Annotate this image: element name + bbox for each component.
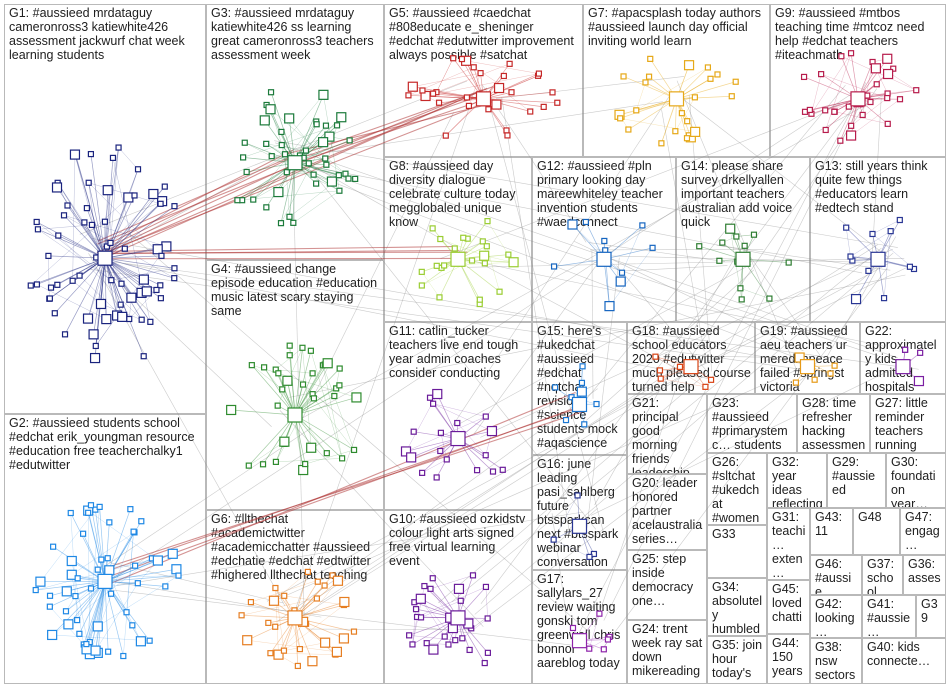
group-panel-g18: G18: #aussieed school educators 2020 #ed… [627,322,755,394]
group-panel-g36: G36: asses… ongoi… [903,555,946,595]
group-label: G31: teachi… exten… respect teach… [772,510,806,580]
group-panel-g40: G40: kids connecte… [862,638,946,684]
group-label: G37: school readin… [867,557,895,595]
group-label: G14: please share survey drkellyallen im… [681,159,793,229]
group-label: G21: principal good morning friends lead… [632,396,690,474]
group-panel-g45: G45: loved chatti… [767,580,810,634]
group-panel-g13: G13: still years think quite few things … [810,157,946,322]
group-label: G2: #aussieed students school #edchat er… [9,416,195,472]
group-panel-g1: G1: #aussieed mrdataguy cameronross3 kat… [4,4,206,414]
group-panel-g33: G33 [707,525,767,578]
group-panel-g9: G9: #aussieed #mtbos teaching time #mtco… [770,4,946,157]
group-panel-g16: G16: june leading pasi_sahlberg future b… [532,455,627,570]
group-label: G45: loved chatti… [772,582,802,634]
group-panel-g42: G42: looking… [810,595,862,638]
group-panel-g8: G8: #aussieed day diversity dialogue cel… [384,157,532,322]
group-label: G5: #aussieed #caedchat #808educate e_sh… [389,6,574,62]
group-panel-g44: G44: 150 years… [767,634,810,684]
group-panel-g20: G20: leader honored partner acelaustrali… [627,474,707,550]
group-panel-g22: G22: approximately kids admitted hospita… [860,322,946,394]
group-panel-g43: G43: 11 [810,508,853,555]
group-label: G47: engag… [905,510,940,552]
group-label: G38: nsw sectors… [815,640,856,683]
group-label: G11: catlin_tucker teachers live end tou… [389,324,519,380]
group-label: G8: #aussieed day diversity dialogue cel… [389,159,516,229]
group-panel-g12: G12: #aussieed #pln primary looking day … [532,157,676,322]
group-label: G22: approximately kids admitted hospita… [865,324,937,394]
group-label: G13: still years think quite few things … [815,159,928,215]
group-label: G33 [712,527,736,541]
group-label: G44: 150 years… [772,636,803,683]
group-panel-g32: G32: year ideas reflecting… [767,453,827,508]
group-label: G23: #aussieed #primarystemc… students o… [712,396,788,452]
group-label: G25: step inside democracy one… [632,552,694,608]
group-panel-g31: G31: teachi… exten… respect teach… [767,508,810,580]
group-label: G39 [921,597,938,625]
group-label: G10: #aussieed ozkidstv colour light art… [389,512,526,568]
group-label: G46: #aussie… [815,557,852,595]
group-panel-g10: G10: #aussieed ozkidstv colour light art… [384,510,532,684]
group-panel-g5: G5: #aussieed #caedchat #808educate e_sh… [384,4,583,157]
group-label: G27: little reminder teachers running pd… [875,396,928,452]
group-panel-g17: G17: sallylars_27 review waiting gonski … [532,570,627,684]
group-label: G15: here's #ukedchat #aussieed #edchat … [537,324,618,450]
group-panel-g14: G14: please share survey drkellyallen im… [676,157,810,322]
group-label: G9: #aussieed #mtbos teaching time #mtco… [775,6,925,62]
group-panel-g7: G7: #apacsplash today authors #aussieed … [583,4,770,157]
group-label: G24: trent week ray sat down mikereading… [632,622,703,683]
group-panel-g39: G39 [916,595,946,638]
group-panel-g27: G27: little reminder teachers running pd… [870,394,946,453]
group-label: G30: foundation year… [891,455,936,508]
group-panel-g37: G37: school readin… [862,555,903,595]
group-label: G7: #apacsplash today authors #aussieed … [588,6,762,48]
group-panel-g15: G15: here's #ukedchat #aussieed #edchat … [532,322,627,455]
group-label: G40: kids connecte… [867,640,931,668]
group-label: G48 [858,510,882,524]
group-label: G43: 11 [815,510,843,538]
group-panel-g3: G3: #aussieed mrdataguy katiewhite426 ss… [206,4,384,260]
group-label: G12: #aussieed #pln primary looking day … [537,159,663,229]
group-label: G18: #aussieed school educators 2020 #ed… [632,324,751,394]
group-panel-g4: G4: #aussieed change episode education #… [206,260,384,510]
group-label: G35: join hour today's… [712,638,763,683]
group-label: G28: time refresher hacking assessment… [802,396,866,452]
group-panel-g21: G21: principal good morning friends lead… [627,394,707,474]
group-label: G1: #aussieed mrdataguy cameronross3 kat… [9,6,185,62]
group-label: G6: #llthechat #academictwitter #academi… [211,512,371,582]
group-label: G4: #aussieed change episode education #… [211,262,378,318]
group-panel-g26: G26: #sltchat #ukedchat #womened #aussie… [707,453,767,525]
group-panel-g30: G30: foundation year… [886,453,946,508]
group-panel-g48: G48 [853,508,900,555]
group-label: G29: #aussieed [832,455,876,497]
group-panel-g41: G41: #aussie… [862,595,916,638]
group-label: G20: leader honored partner acelaustrali… [632,476,703,546]
group-panel-g11: G11: catlin_tucker teachers live end tou… [384,322,532,510]
group-label: G34: absolutely humbled… [712,580,763,636]
group-label: G26: #sltchat #ukedchat #womened #aussie… [712,455,760,525]
group-panel-g47: G47: engag… [900,508,946,555]
group-label: G3: #aussieed mrdataguy katiewhite426 ss… [211,6,374,62]
group-panel-g2: G2: #aussieed students school #edchat er… [4,414,206,684]
group-panel-g29: G29: #aussieed [827,453,886,508]
group-panel-g24: G24: trent week ray sat down mikereading… [627,620,707,684]
group-label: G41: #aussie… [867,597,911,638]
group-panel-g19: G19: #aussieed aeu teachers ur meredithp… [755,322,860,394]
group-panel-g6: G6: #llthechat #academictwitter #academi… [206,510,384,684]
group-label: G17: sallylars_27 review waiting gonski … [537,572,621,670]
group-label: G36: asses… ongoi… [908,557,941,595]
group-panel-g35: G35: join hour today's… [707,636,767,684]
group-panel-g23: G23: #aussieed #primarystemc… students o… [707,394,797,453]
group-panel-g25: G25: step inside democracy one… [627,550,707,620]
group-label: G42: looking… [815,597,855,638]
group-label: G19: #aussieed aeu teachers ur meredithp… [760,324,848,394]
group-panel-g28: G28: time refresher hacking assessment… [797,394,870,453]
group-panel-g38: G38: nsw sectors… [810,638,862,684]
group-label: G32: year ideas reflecting… [772,455,823,508]
group-panel-g34: G34: absolutely humbled… [707,578,767,636]
group-panel-g46: G46: #aussie… [810,555,862,595]
group-label: G16: june leading pasi_sahlberg future b… [537,457,619,569]
